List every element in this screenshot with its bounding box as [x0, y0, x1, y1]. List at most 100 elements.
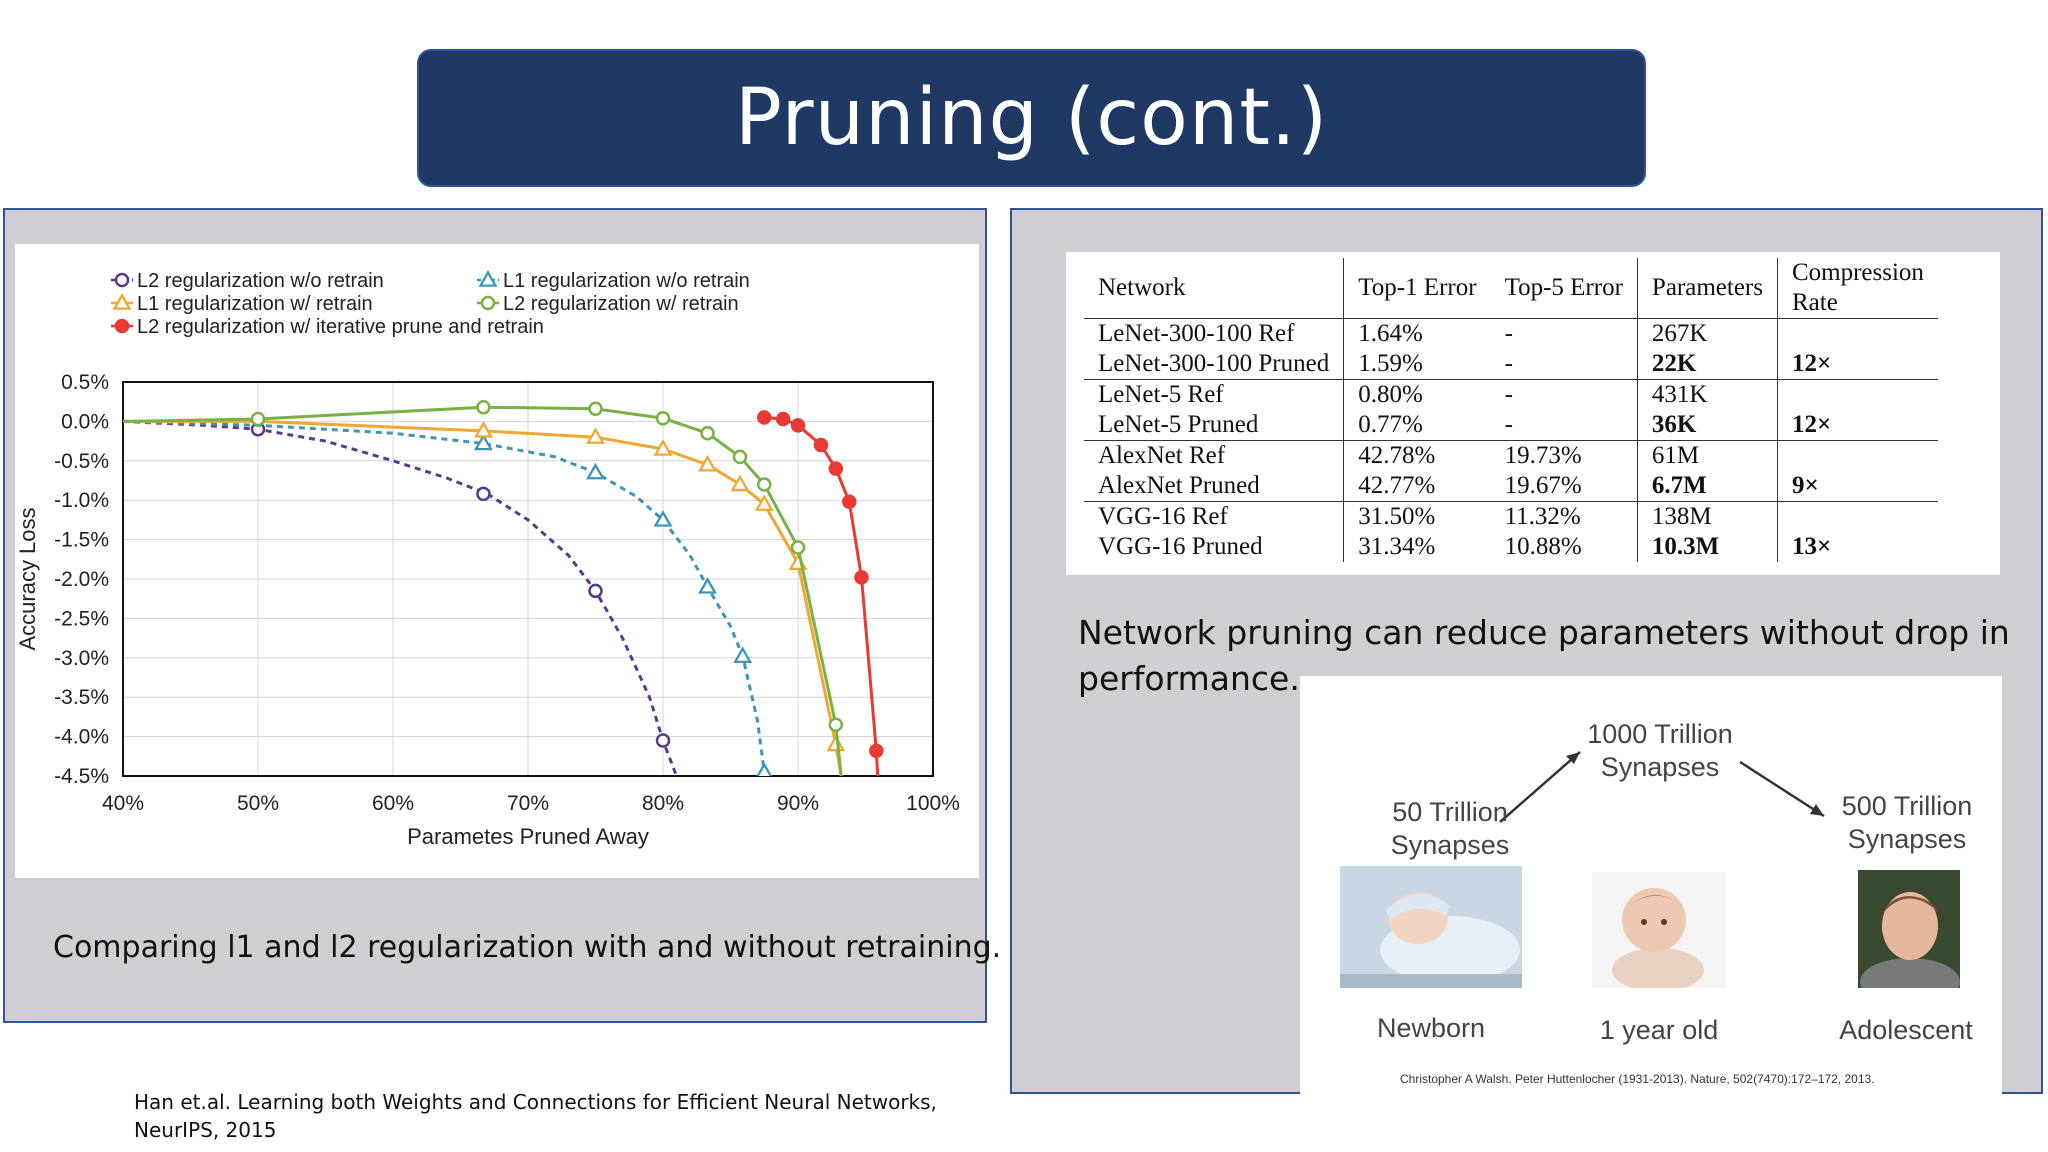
data-point — [756, 762, 773, 776]
slide-title: Pruning (cont.) — [734, 73, 1329, 163]
series-4 — [757, 410, 884, 776]
cell-params: 431K — [1637, 379, 1778, 410]
x-tick-label: 50% — [237, 792, 279, 815]
cell-network: LeNet-300-100 Ref — [1084, 318, 1345, 349]
y-tick-label: -4.5% — [54, 765, 109, 788]
data-point — [828, 717, 844, 733]
x-tick-label: 90% — [777, 792, 819, 815]
chart-card: L2 regularization w/o retrain L1 regulari… — [15, 244, 979, 878]
synapses-credit: Christopher A Walsh. Peter Huttenlocher … — [1400, 1072, 1875, 1086]
header-top1: Top-1 Error — [1343, 258, 1491, 319]
y-tick-label: -0.5% — [54, 450, 109, 473]
series-line — [123, 419, 678, 776]
synapses-figure: 50 Trillion Synapses 1000 Trillion Synap… — [1300, 676, 2002, 1094]
x-tick-label: 70% — [507, 792, 549, 815]
table-row: AlexNet Ref 42.78% 19.73% 61M — [1084, 440, 1938, 472]
table-row: VGG-16 Pruned 31.34% 10.88% 10.3M 13× — [1084, 532, 1938, 562]
data-point — [655, 410, 671, 426]
data-point — [478, 270, 498, 287]
legend-label: L2 regularization w/o retrain — [137, 270, 384, 292]
data-point — [588, 401, 603, 417]
data-point — [775, 411, 791, 427]
chart-caption: Comparing l1 and l2 regularization with … — [53, 930, 1002, 965]
pruning-table-card: Network Top-1 Error Top-5 Error Paramete… — [1066, 252, 2000, 575]
cell-params: 6.7M — [1637, 471, 1778, 502]
header-compression-line1: Compression — [1791, 259, 1924, 286]
cell-top5: 19.67% — [1490, 471, 1638, 502]
data-point — [114, 318, 130, 334]
data-point — [588, 583, 603, 599]
cell-network: LeNet-300-100 Pruned — [1084, 349, 1345, 380]
plot-frame — [122, 381, 934, 777]
data-point — [790, 540, 806, 555]
y-tick-label: 0.5% — [61, 371, 109, 394]
y-tick-label: -3.0% — [54, 647, 109, 670]
series-line — [123, 419, 766, 773]
legend-label: L2 regularization w/ retrain — [503, 293, 739, 315]
cell-top5: - — [1490, 318, 1638, 349]
data-point — [698, 454, 718, 472]
data-point — [250, 411, 266, 427]
data-point — [655, 733, 671, 748]
y-tick-label: 0.0% — [61, 410, 109, 433]
data-point — [698, 577, 718, 594]
legend-label: L1 regularization w/o retrain — [503, 270, 750, 292]
cell-params: 138M — [1637, 501, 1778, 532]
table-row: LeNet-300-100 Pruned 1.59% -22K 12× — [1084, 349, 1938, 380]
header-top5: Top-5 Error — [1490, 258, 1638, 319]
data-point — [813, 437, 829, 453]
cell-top1: 0.77% — [1343, 410, 1491, 441]
data-point — [112, 293, 132, 310]
data-point — [480, 295, 496, 311]
cell-compression: 9× — [1777, 471, 1938, 502]
cell-params: 22K — [1637, 349, 1778, 380]
arrow-down-right — [1739, 760, 1825, 818]
data-point — [790, 418, 806, 433]
citation-footnote: Han et.al. Learning both Weights and Con… — [134, 1090, 937, 1142]
y-tick-label: -3.5% — [54, 686, 109, 709]
chart-axes: 40% 50% 60% 70% 80% 90% 100% 0.5% 0.0% -0.5% -1.0%… — [15, 371, 960, 849]
adolescent-label: Adolescent — [1839, 1015, 1973, 1045]
newborn-photo — [1340, 866, 1522, 988]
data-point — [700, 425, 715, 441]
arrowhead-down-right — [1810, 804, 1824, 816]
cell-compression: 12× — [1777, 349, 1938, 380]
cell-network: AlexNet Pruned — [1084, 471, 1345, 502]
chart-grid — [123, 382, 933, 776]
cell-top5: - — [1490, 410, 1638, 441]
cell-params: 10.3M — [1637, 532, 1778, 562]
right-panel: Network Top-1 Error Top-5 Error Paramete… — [1010, 208, 2043, 1094]
x-tick-label: 40% — [102, 792, 144, 815]
cell-compression: 12× — [1777, 410, 1938, 441]
cell-params: 267K — [1637, 318, 1778, 349]
x-tick-label: 80% — [642, 792, 684, 815]
x-tick-label: 100% — [906, 792, 960, 815]
table-row: AlexNet Pruned 42.77% 19.67% 6.7M 9× — [1084, 471, 1938, 502]
data-point — [586, 427, 605, 444]
cell-top1: 42.77% — [1343, 471, 1491, 502]
cell-compression — [1777, 441, 1937, 472]
legend-entry: L1 regularization w/o retrain — [477, 270, 750, 292]
table-row: VGG-16 Ref 31.50% 11.32% 138M — [1084, 501, 1938, 532]
cell-network: LeNet-5 Pruned — [1084, 410, 1345, 441]
data-point — [653, 439, 673, 456]
data-point — [730, 474, 750, 492]
data-point — [473, 433, 493, 451]
header-parameters: Parameters — [1637, 258, 1778, 319]
data-point — [842, 494, 857, 510]
cell-params: 36K — [1637, 410, 1778, 441]
table-row: LeNet-300-100 Ref 1.64% -267K — [1084, 318, 1938, 349]
data-point — [869, 743, 884, 759]
cell-top5: 11.32% — [1490, 501, 1638, 532]
data-point — [586, 462, 605, 480]
cell-top1: 31.34% — [1358, 533, 1436, 560]
data-point — [473, 421, 493, 438]
cell-top5: 10.88% — [1490, 532, 1638, 562]
legend-entry: L2 regularization w/ retrain — [477, 293, 739, 315]
cell-compression: 13× — [1791, 533, 1832, 560]
legend-entry: L2 regularization w/o retrain — [111, 270, 384, 292]
cell-network: VGG-16 Ref — [1084, 501, 1345, 532]
cell-top1: 1.64% — [1358, 320, 1423, 347]
y-tick-label: -4.0% — [54, 726, 109, 749]
data-point — [757, 477, 772, 492]
